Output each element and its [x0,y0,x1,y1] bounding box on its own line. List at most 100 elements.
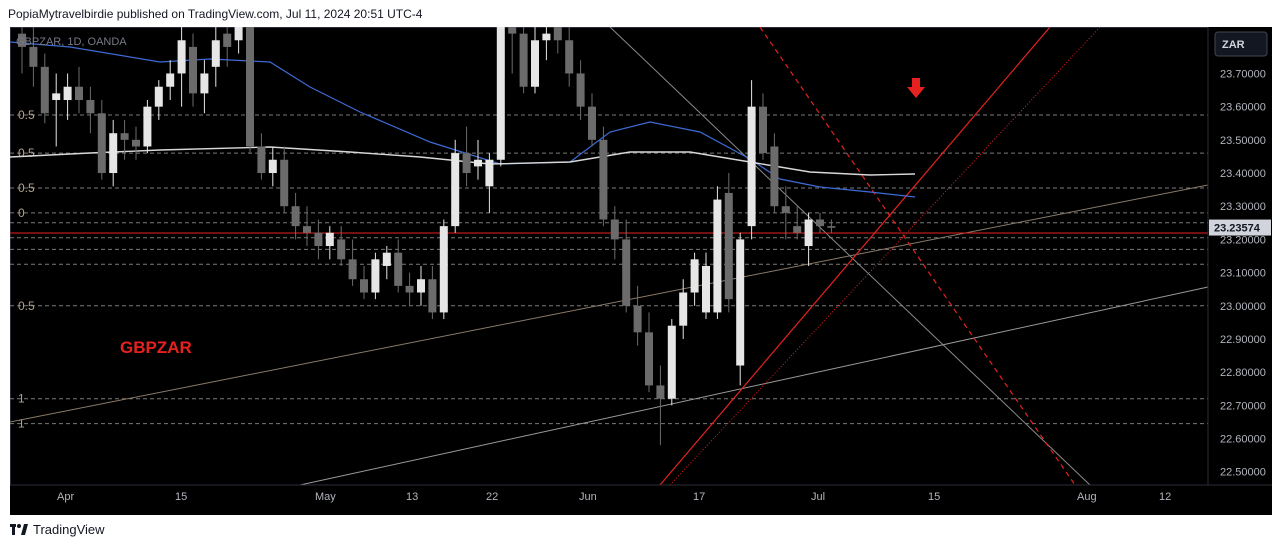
candle-body [622,239,631,306]
candle-body [462,153,471,174]
down-arrow-icon [907,78,925,98]
fib-level-label: 0.5 [18,108,35,122]
time-axis-tick-label: 15 [175,491,187,503]
candle-body [200,73,209,94]
candle-body [713,199,722,313]
fib-level-label: 0.5 [18,146,35,160]
price-axis-tick-label: 23.60000 [1220,102,1266,114]
candle-body [211,40,220,67]
candle-body [770,146,779,207]
candle-body [97,113,106,174]
grid-layer: 0.5 0.5 0.5 0 0.5 1 1 [10,108,1208,431]
candle-body [667,325,676,399]
channel-upper-line [10,184,1209,423]
candle-body [565,40,574,74]
candle-body [576,73,585,107]
candle-body [189,46,197,94]
currency-label: ZAR [1222,39,1245,51]
channel-lower-line [299,286,1209,486]
candle-body [531,40,539,87]
red-dashed-trend-line [759,27,1076,486]
fib-level-label: 1 [18,392,25,406]
candle-body [303,226,311,233]
time-axis-tick-label: 15 [928,491,940,503]
price-axis-tick-label: 22.80000 [1220,367,1266,379]
candle-body [474,159,482,167]
candle-body [314,232,323,247]
time-axis-tick-label: 12 [1159,491,1171,503]
candle-body [132,139,140,147]
time-axis-tick-label: 13 [406,491,418,503]
fib-level-label: 1 [18,417,25,431]
price-axis-tick-label: 22.90000 [1220,334,1266,346]
axis-layer: 23.70000 23.60000 23.50000 23.40000 23.30000… [10,27,1272,515]
chart-canvas[interactable]: 0.5 0.5 0.5 0 0.5 1 1 23.70000 23.60000 23.50000… [10,27,1272,515]
candle-body [371,259,380,293]
fib-level-label: 0.5 [18,181,35,195]
candle-body [759,106,767,154]
fib-level-label: 0.5 [18,299,35,313]
candle-body [325,232,334,247]
candle-body [40,66,49,114]
candles-layer [18,27,836,446]
candle-body [736,239,745,366]
time-axis-tick-label: Aug [1077,491,1097,503]
candle-body [337,239,346,260]
candle-body [793,226,802,233]
candle-body [588,106,596,140]
time-axis-tick-label: Apr [57,491,74,503]
candle-body [747,106,756,227]
currency-button[interactable]: ZAR [1214,31,1268,57]
candle-body [143,106,152,147]
moving-average-white [10,146,916,176]
current-price-label: 23.23574 [1214,223,1261,235]
tradingview-logo-icon [10,523,28,536]
candle-body [656,385,665,399]
time-axis-tick-label: 22 [486,491,498,503]
candle-body [610,219,619,240]
price-axis-tick-label: 23.70000 [1220,68,1266,80]
candle-body [257,146,266,174]
candle-body [816,219,824,227]
candle-body [394,252,403,286]
candle-body [75,86,83,101]
candle-body [246,27,254,147]
candle-body [417,279,425,293]
candle-body [234,27,243,41]
candle-body [120,133,129,140]
candle-body [553,27,562,41]
candle-body [724,192,733,300]
drawing-layer [10,27,1209,486]
candle-body [781,206,790,213]
time-axis-tick-label: Jul [811,491,825,503]
candle-body [827,226,836,228]
candle-body [451,153,460,227]
fib-level-label: 0 [18,206,25,220]
chart-frame [10,27,1272,515]
current-price-tag [1209,219,1271,236]
candle-body [485,159,494,187]
candle-body [348,259,357,280]
candle-body [439,226,448,313]
red-support-line [659,27,1051,486]
candle-body [291,206,300,227]
candle-body [633,305,642,333]
time-axis-tick-label: Jun [579,491,597,503]
price-axis-tick-label: 22.60000 [1220,434,1266,446]
candle-body [268,159,277,174]
candle-body [154,86,163,107]
candle-body [360,279,368,293]
candle-body [645,332,653,386]
candle-body [690,259,699,293]
candle-body [223,33,232,47]
price-axis-tick-label: 23.10000 [1220,268,1266,280]
candle-body [63,86,72,101]
candle-body [177,40,186,74]
price-axis-tick-label: 23.50000 [1220,135,1266,147]
price-axis-tick-label: 22.70000 [1220,400,1266,412]
tradingview-logo[interactable]: TradingView [10,522,105,537]
candle-body [280,159,289,207]
candle-body [86,100,95,114]
chart-annotation-text: GBPZAR [120,338,192,357]
symbol-info: GBPZAR, 1D, OANDA [16,36,127,48]
